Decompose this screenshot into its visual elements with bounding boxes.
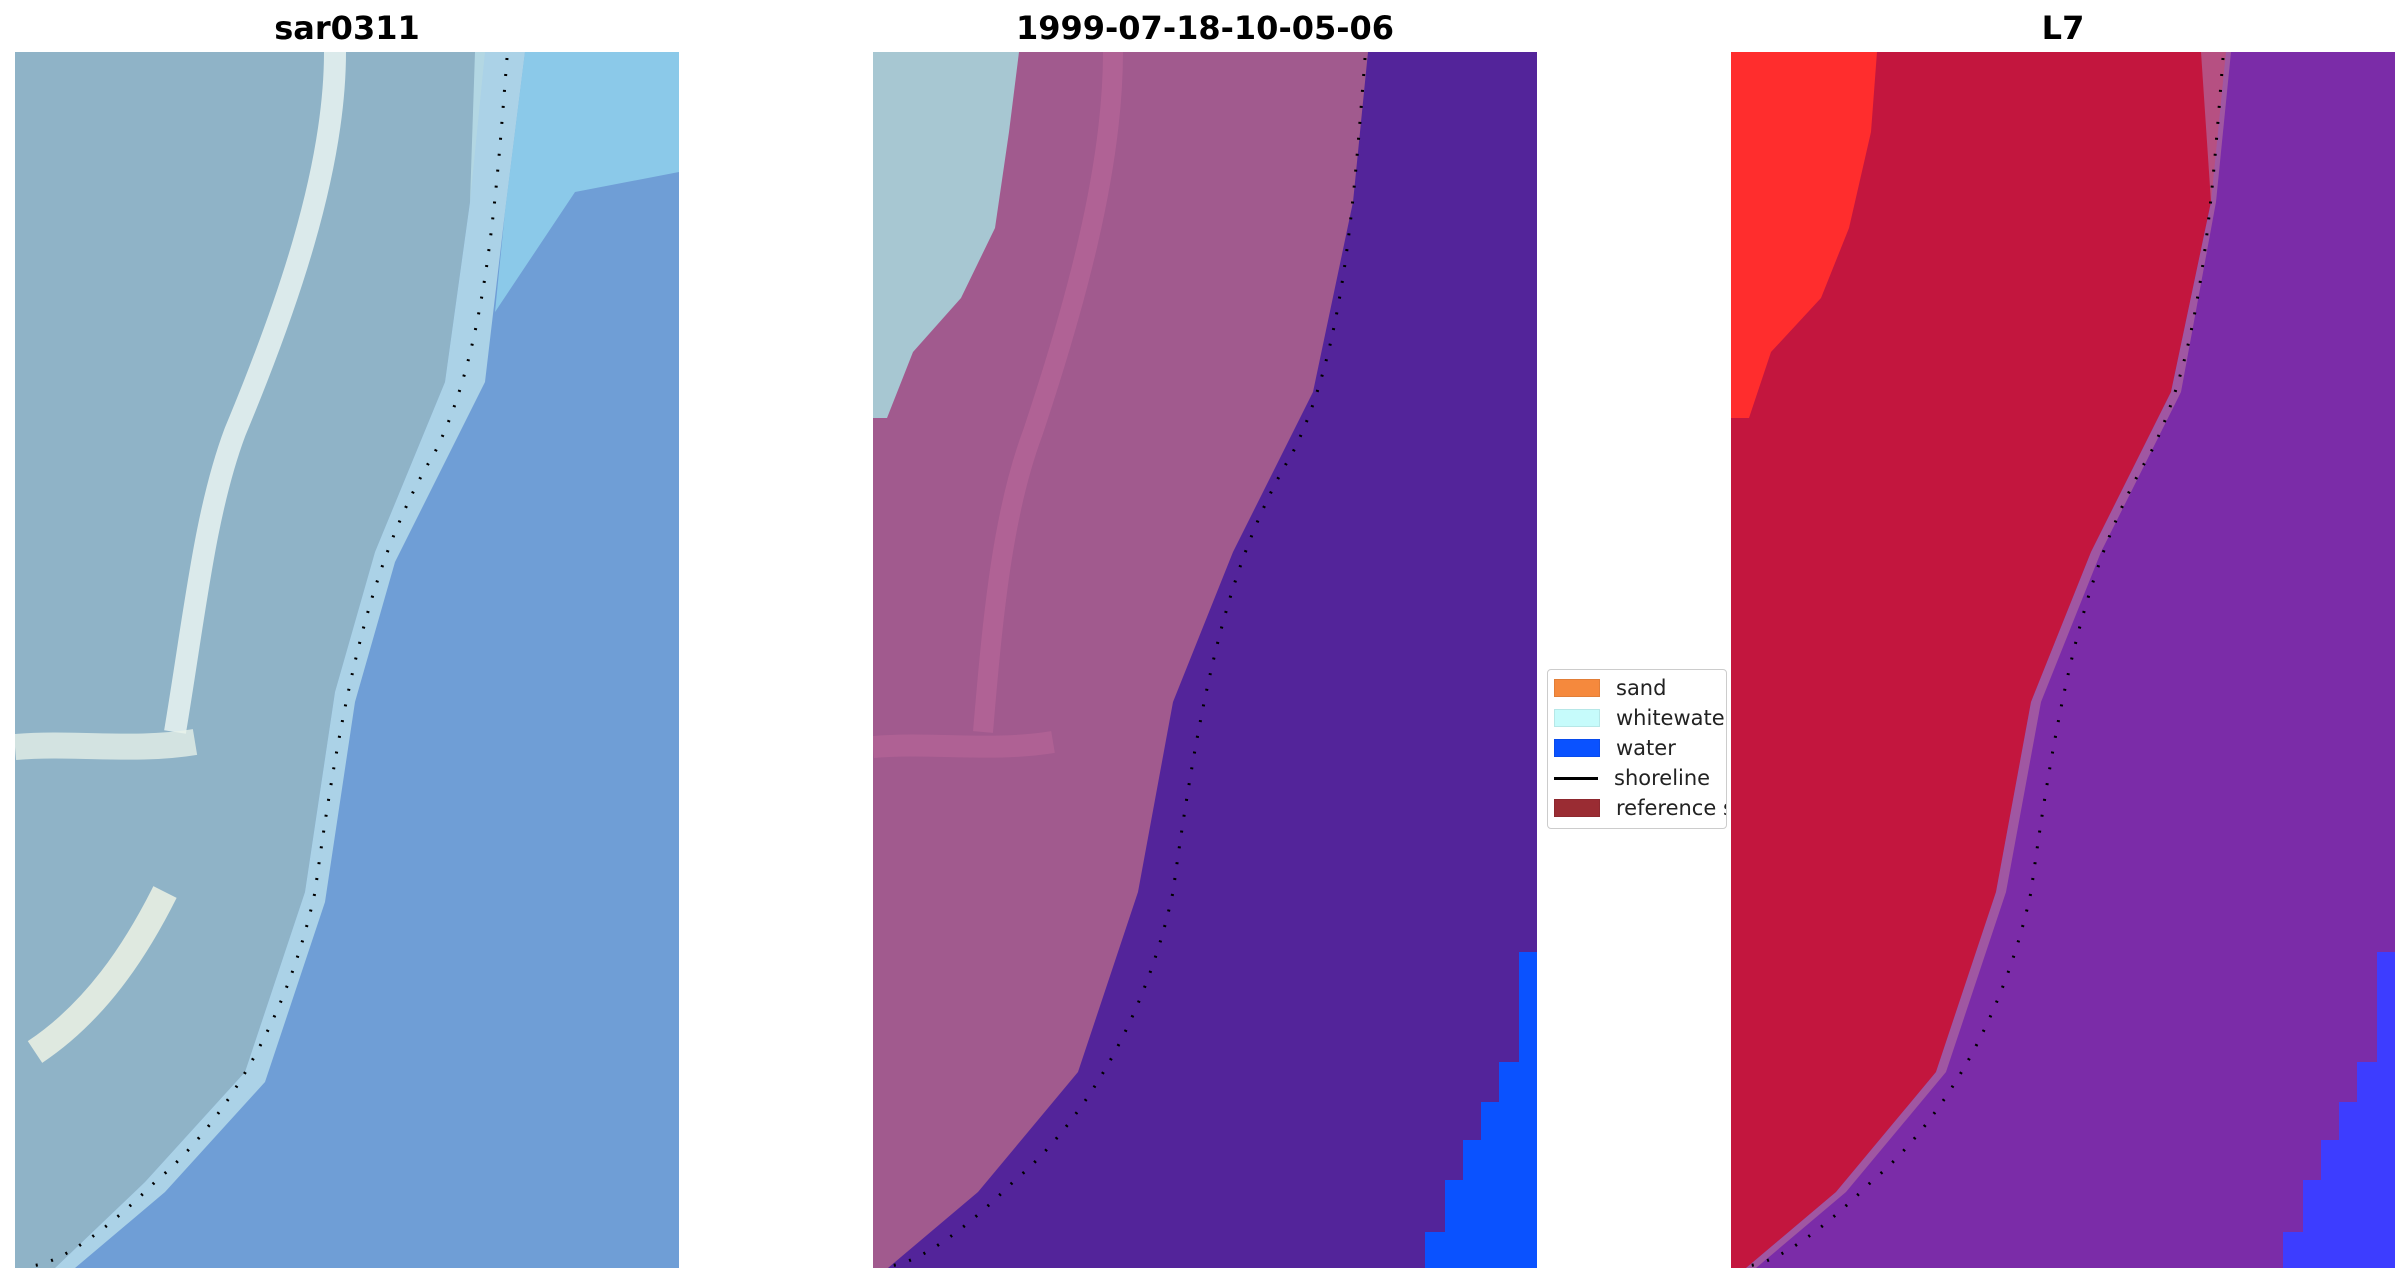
shoreline-line-icon [1554, 776, 1598, 780]
panel-title-rgb: sar0311 [274, 9, 420, 47]
rgb-image [15, 52, 679, 1268]
legend-item-sand: sand [1554, 674, 1666, 702]
index-water [2283, 952, 2395, 1268]
rgb-shoreline [24, 57, 509, 1268]
whitewater-swatch [1554, 709, 1600, 727]
rgb-surf-streak [15, 729, 198, 760]
legend-label: sand [1616, 676, 1667, 700]
panel-title-classified: 1999-07-18-10-05-06 [1015, 9, 1395, 47]
class-water [1425, 952, 1537, 1268]
class-shoreline [882, 57, 1367, 1268]
rgb-surf-band [55, 52, 525, 1268]
legend-label: shoreline [1614, 766, 1711, 790]
index-image-panel [1731, 52, 2395, 1268]
index-image [1731, 52, 2395, 1268]
sand-swatch [1554, 679, 1600, 697]
classified-image-panel [873, 52, 1537, 1268]
rgb-surf-streak [164, 52, 346, 734]
legend-item-shoreline: shoreline [1554, 764, 1710, 792]
legend-item-water: water [1554, 734, 1676, 762]
rgb-image-panel [15, 52, 679, 1268]
reference-swatch [1554, 799, 1600, 817]
class-land-texture [873, 731, 1055, 758]
legend-label: reference s [1616, 796, 1727, 820]
legend-label: water [1616, 736, 1676, 760]
class-whitewater [873, 52, 1019, 418]
legend-item-whitewater: whitewater [1554, 704, 1727, 732]
index-hot-zone [1731, 52, 1877, 418]
class-land [873, 52, 1368, 1268]
rgb-surf-streak [27, 886, 177, 1063]
panel-title-index: L7 [2041, 9, 2085, 47]
classified-image [873, 52, 1537, 1268]
rgb-nearshore-bright [495, 52, 679, 312]
water-swatch [1554, 739, 1600, 757]
legend-label: whitewater [1616, 706, 1727, 730]
class-land-texture [973, 52, 1123, 733]
legend-item-reference: reference s [1554, 794, 1727, 822]
index-land [1731, 52, 2226, 1268]
legend: sand whitewater water shoreline referenc… [1547, 669, 1727, 829]
index-shoreline [1740, 57, 2225, 1268]
